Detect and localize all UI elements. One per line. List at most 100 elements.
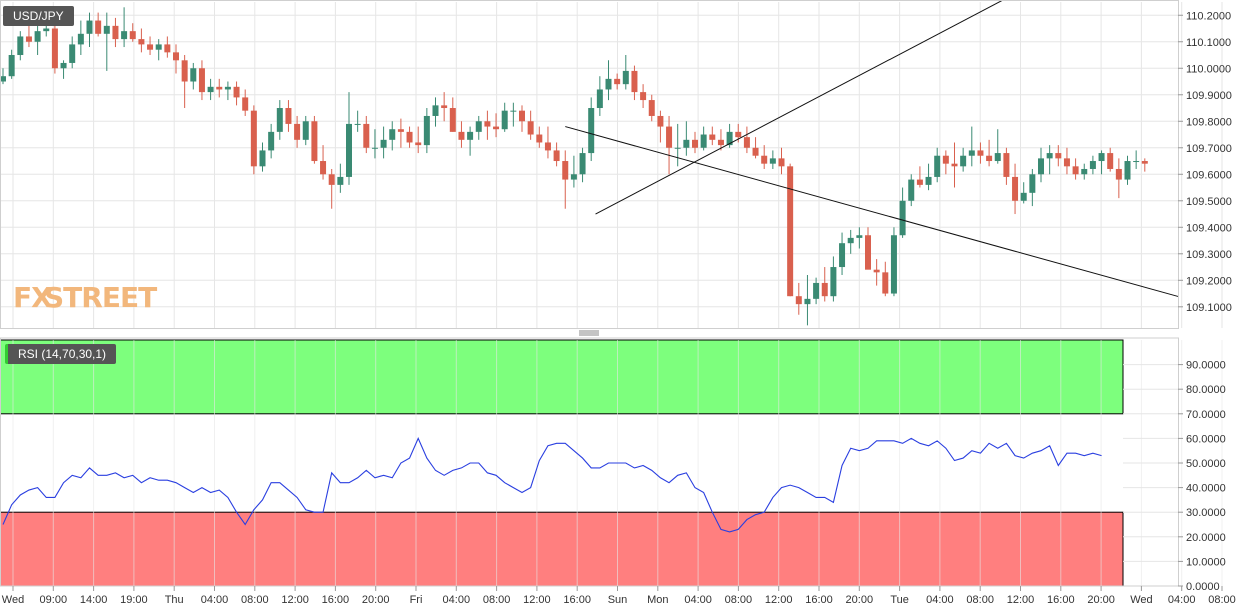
candle-up [354, 123, 361, 125]
time-tick-label: 04:00 [1168, 594, 1196, 606]
candle-up [103, 25, 110, 34]
trendline [565, 126, 1179, 297]
candlestick-series [0, 7, 1148, 326]
candle-down [519, 110, 525, 122]
candle-down [717, 139, 724, 146]
rsi-zones [0, 339, 1124, 587]
candle-down [320, 161, 327, 175]
candle-down [51, 28, 58, 69]
rsi-tick-label: 40.0000 [1186, 483, 1226, 495]
candle-up [423, 115, 430, 146]
rsi-tick-label: 80.0000 [1186, 384, 1226, 396]
candle-down [242, 97, 249, 111]
candle-down [631, 70, 638, 93]
candle-up [683, 139, 690, 148]
candle-down [25, 36, 32, 42]
candle-up [890, 235, 897, 294]
candle-down [916, 179, 923, 185]
candle-down [181, 60, 188, 82]
candle-down [562, 161, 569, 180]
candle-up [302, 121, 309, 140]
candle-up [994, 153, 1001, 162]
time-tick-label: Fri [410, 594, 423, 606]
candle-down [614, 78, 621, 85]
candle-down [138, 39, 145, 45]
candle-down [752, 147, 759, 156]
candle-up [337, 176, 344, 185]
rsi-series [2, 437, 1102, 533]
logo-text-street: STREET [44, 281, 157, 314]
candle-down [544, 142, 551, 151]
time-tick-label: 04:00 [926, 594, 954, 606]
candle-up [934, 155, 941, 177]
price-tick-label: 110.1000 [1186, 37, 1231, 49]
price-tick-label: 110.2000 [1186, 10, 1231, 22]
candle-down [311, 121, 318, 162]
candle-up [1029, 174, 1036, 193]
time-axis: Wed 09:00 14:00 19:00 Thu 04:00 08:00 12:00 16:0… [2, 586, 1236, 606]
candle-up [224, 86, 231, 90]
candle-up [570, 174, 577, 180]
time-tick-label: 08:00 [1208, 594, 1236, 606]
rsi-tick-label: 10.0000 [1186, 556, 1226, 568]
candle-down [493, 126, 500, 130]
candle-down [743, 137, 750, 148]
candle-up [588, 108, 595, 154]
symbol-label: USD/JPY [3, 6, 74, 26]
candle-down [198, 68, 205, 93]
rsi-tick-label: 0.0000 [1186, 581, 1220, 593]
candle-up [510, 110, 517, 112]
candle-down [397, 129, 404, 132]
candle-up [259, 150, 266, 167]
candle-down [977, 150, 984, 156]
candle-down [1003, 153, 1010, 177]
price-tick-label: 109.9000 [1186, 90, 1232, 102]
overbought-zone [0, 339, 1124, 415]
candle-down [458, 131, 465, 140]
time-tick-label: 08:00 [241, 594, 269, 606]
price-tick-label: 109.6000 [1186, 169, 1232, 181]
time-tick-label: 16:00 [563, 594, 591, 606]
candle-up [17, 36, 24, 56]
price-tick-label: 109.8000 [1186, 116, 1232, 128]
time-tick-label: Sun [608, 594, 628, 606]
candle-up [804, 298, 811, 305]
price-tick-label: 109.2000 [1186, 275, 1232, 287]
candle-down [484, 121, 491, 127]
time-tick-label: 14:00 [80, 594, 108, 606]
candle-down [657, 115, 664, 127]
candle-up [86, 20, 93, 34]
candle-up [77, 33, 84, 45]
candle-down [1107, 153, 1114, 169]
pane-splitter-handle[interactable] [579, 330, 599, 336]
rsi-line [2, 437, 1102, 533]
time-tick-label: 04:00 [443, 594, 471, 606]
candle-up [726, 131, 733, 146]
rsi-tick-label: 90.0000 [1186, 360, 1226, 372]
candle-up [268, 131, 275, 151]
time-tick-label: 08:00 [966, 594, 994, 606]
time-tick-label: 08:00 [725, 594, 753, 606]
candle-up [813, 282, 820, 299]
price-tick-label: 109.4000 [1186, 222, 1232, 234]
time-tick-label: Wed [2, 594, 24, 606]
candle-down [449, 108, 456, 132]
candle-down [640, 92, 647, 101]
candle-up [925, 176, 932, 185]
rsi-indicator-label[interactable]: RSI (14,70,30,1) [5, 344, 117, 364]
candle-down [709, 134, 716, 140]
triangle-trendlines [565, 0, 1179, 297]
candle-up [605, 78, 612, 90]
rsi-tick-label: 60.0000 [1186, 433, 1226, 445]
candle-up [69, 44, 76, 63]
fxstreet-logo: FX STREET [13, 281, 158, 314]
rsi-tick-label: 30.0000 [1186, 507, 1226, 519]
candle-up [899, 200, 906, 236]
time-tick-label: Tue [890, 594, 909, 606]
time-tick-label: 09:00 [40, 594, 68, 606]
time-tick-label: 12:00 [523, 594, 551, 606]
candle-up [1089, 161, 1096, 169]
rsi-axis: 90.0000 80.0000 70.0000 60.0000 50.0000 40.00… [1178, 360, 1226, 593]
candle-up [1046, 153, 1053, 159]
